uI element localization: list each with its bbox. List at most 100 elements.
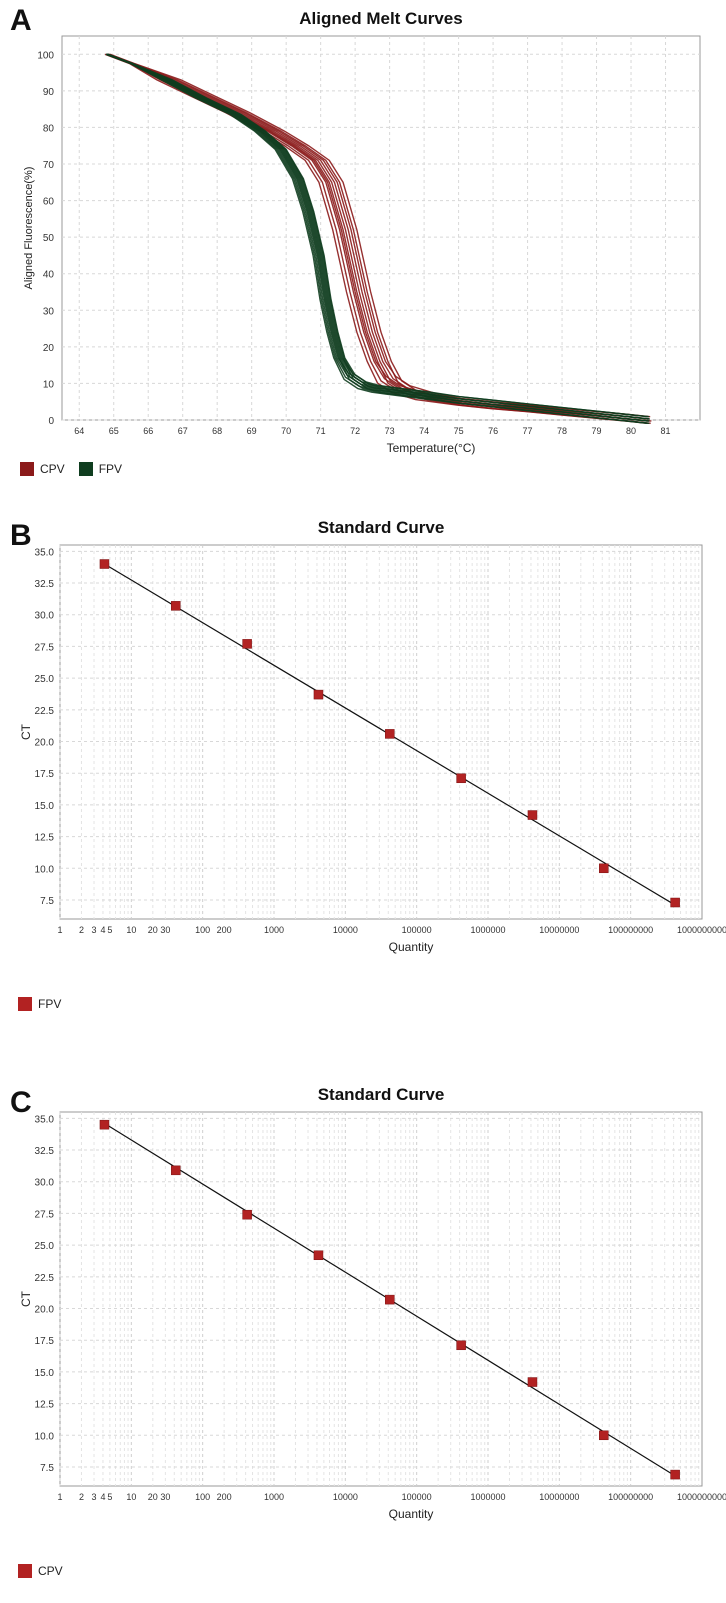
data-point: [527, 1377, 538, 1387]
y-tick-label: 90: [43, 87, 55, 98]
data-point: [670, 1469, 680, 1480]
x-tick-label: 10000000: [539, 925, 579, 935]
data-point: [99, 1119, 110, 1130]
x-tick-label: 79: [592, 426, 602, 436]
x-tick-label: 68: [212, 426, 222, 436]
y-tick-label: 10.0: [35, 864, 55, 875]
x-tick-label: 70: [281, 426, 291, 436]
panel-b: B Standard Curve 7.5 10.0 12.5 15.0 17.5 20.0 2…: [0, 515, 726, 1035]
x-tick-label: 67: [178, 426, 188, 436]
x-tick-label: 3: [92, 1492, 97, 1502]
y-tick-label: 20.0: [35, 1305, 55, 1316]
x-tick-label: 72: [350, 426, 360, 436]
y-tick-label: 17.5: [35, 769, 55, 780]
y-tick-label: 27.5: [35, 642, 55, 653]
y-tick-label: 20.0: [35, 738, 55, 749]
x-tick-label: 75: [454, 426, 464, 436]
plot-area: [59, 1111, 703, 1487]
data-point: [313, 689, 324, 700]
chart-title: Aligned Melt Curves: [299, 9, 462, 28]
x-tick-label: 1000000000: [677, 925, 726, 935]
y-tick-label: 7.5: [40, 1463, 54, 1474]
y-tick-label: 10.0: [35, 1431, 55, 1442]
x-tick-label: 4: [100, 1492, 105, 1502]
x-axis-label: Quantity: [389, 940, 434, 954]
panel-a: A Aligned Melt Curves 64 65 66 67 68 69 70 71 72 7…: [0, 0, 726, 500]
y-tick-label: 15.0: [35, 1368, 55, 1379]
y-axis-label: CT: [19, 1290, 33, 1307]
x-tick-label: 1: [57, 1492, 62, 1502]
y-tick-label: 30.0: [35, 1178, 55, 1189]
panel-label: A: [10, 4, 32, 37]
data-point: [527, 810, 538, 820]
y-tick-label: 15.0: [35, 801, 55, 812]
x-tick-label: 1000: [264, 1492, 284, 1502]
legend-label-fpv: FPV: [98, 462, 123, 476]
x-tick-label: 100000: [402, 925, 432, 935]
x-tick-label: 69: [247, 426, 257, 436]
legend-label-fpv: FPV: [38, 997, 62, 1011]
data-point: [599, 863, 609, 874]
x-tick-label: 1000000: [470, 925, 505, 935]
x-tick-label: 10: [126, 1492, 136, 1502]
data-point: [171, 1165, 181, 1176]
y-tick-label: 22.5: [35, 706, 55, 717]
x-tick-label: 20: [148, 925, 158, 935]
legend: CPV: [18, 1564, 63, 1578]
x-tick-label: 200: [217, 1492, 232, 1502]
x-tick-label: 200: [217, 925, 232, 935]
y-tick-label: 32.5: [35, 579, 55, 590]
data-point: [385, 1294, 395, 1305]
x-tick-label: 1000000000: [677, 1492, 726, 1502]
y-tick-label: 25.0: [35, 1241, 55, 1252]
x-tick-label: 80: [626, 426, 636, 436]
y-tick-label: 25.0: [35, 674, 55, 685]
y-tick-label: 50: [43, 233, 55, 244]
x-tick-label: 71: [316, 426, 326, 436]
legend-swatch-cpv: [20, 462, 34, 476]
melt-curve-cpv: [107, 53, 650, 420]
x-tick-label: 100000000: [608, 1492, 653, 1502]
y-tick-label: 22.5: [35, 1273, 55, 1284]
x-tick-label: 5: [107, 925, 112, 935]
x-tick-label: 10: [126, 925, 136, 935]
chart-title: Standard Curve: [318, 518, 445, 537]
x-tick-label: 30: [160, 1492, 170, 1502]
data-point: [99, 559, 110, 569]
y-tick-label: 100: [37, 50, 54, 61]
data-point: [599, 1430, 609, 1441]
data-point: [385, 729, 395, 739]
x-tick-label: 1: [57, 925, 62, 935]
melt-curve-fpv: [107, 53, 650, 420]
y-tick-label: 17.5: [35, 1336, 55, 1347]
x-tick-label: 64: [74, 426, 84, 436]
x-tick-label: 76: [488, 426, 498, 436]
melt-curve-cpv: [108, 53, 651, 418]
melt-curve-chart: Aligned Melt Curves 64 65 66 67 68 69 70 71 72 73 7…: [23, 9, 701, 455]
x-axis-label: Quantity: [389, 1507, 434, 1521]
legend: CPV FPV: [20, 462, 122, 476]
x-tick-label: 5: [107, 1492, 112, 1502]
standard-curve-chart-fpv: Standard Curve 7.5 10.0 12.5 15.0 17.5 20.0 22.…: [19, 518, 726, 954]
legend: FPV: [18, 997, 61, 1011]
panel-label: C: [10, 1086, 32, 1119]
y-tick-label: 0: [48, 416, 54, 427]
y-tick-label: 32.5: [35, 1146, 55, 1157]
legend-swatch-cpv: [18, 1564, 32, 1578]
x-tick-label: 66: [143, 426, 153, 436]
data-point: [670, 897, 680, 908]
x-tick-label: 2: [79, 1492, 84, 1502]
x-tick-label: 73: [385, 426, 395, 436]
x-tick-label: 30: [160, 925, 170, 935]
x-tick-label: 1000: [264, 925, 284, 935]
legend-label-cpv: CPV: [40, 462, 65, 476]
y-tick-label: 12.5: [35, 1400, 55, 1411]
y-axis-label: Aligned Fluorescence(%): [23, 167, 35, 290]
x-tick-label: 100: [195, 925, 210, 935]
legend-swatch-fpv: [18, 997, 32, 1011]
data-point: [171, 601, 181, 611]
y-tick-label: 70: [43, 160, 55, 171]
data-point: [242, 639, 252, 649]
legend-label-cpv: CPV: [38, 1564, 63, 1578]
data-point: [456, 1340, 466, 1351]
